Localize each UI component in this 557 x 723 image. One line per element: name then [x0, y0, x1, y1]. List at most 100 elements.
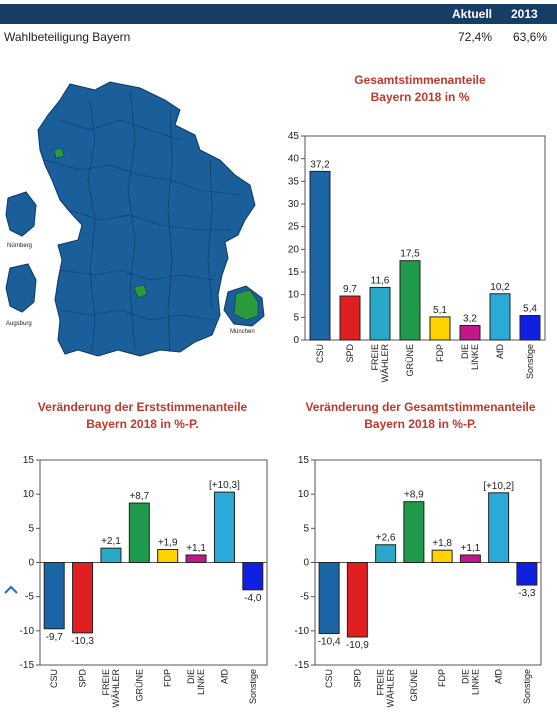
turnout-row: Wahlbeteiligung Bayern 72,4% 63,6%: [0, 28, 557, 46]
y-tick-label: -15: [20, 660, 35, 671]
data-label: 17,5: [400, 249, 420, 260]
x-tick-label: AfD: [495, 344, 505, 360]
x-tick-label-part: LINKE: [470, 344, 480, 370]
data-label: 3,2: [463, 313, 477, 324]
x-tick-label-part: WÄHLER: [380, 344, 390, 383]
bar: [459, 324, 481, 341]
y-tick-label: 35: [288, 176, 300, 187]
x-tick-label-part: FREIE: [376, 669, 386, 696]
chart-gesamt-title: Veränderung der Gesamtstimmenanteile Bay…: [288, 399, 553, 433]
bar: [100, 547, 122, 564]
x-tick-label-part: Sonstige: [525, 344, 535, 379]
data-label: +1,1: [461, 543, 481, 554]
x-tick-label: Sonstige: [248, 669, 258, 704]
data-label: +2,6: [376, 533, 396, 544]
x-tick-label: FDP: [163, 669, 173, 687]
data-label: [+10,3]: [209, 480, 240, 491]
x-tick-label: GRÜNE: [405, 344, 415, 377]
x-tick-label-part: WÄHLER: [386, 669, 396, 708]
x-tick-label-part: FDP: [435, 344, 445, 362]
chart-total-title: Gesamtstimmenanteile Bayern 2018 in %: [290, 72, 550, 106]
data-label: -3,3: [518, 588, 536, 599]
x-tick-label-part: LINKE: [196, 669, 206, 695]
map-inset-augsburg[interactable]: [5, 263, 37, 313]
x-tick-label-part: LINKE: [470, 669, 480, 695]
x-tick-label-part: SPD: [78, 669, 88, 688]
x-tick-label: DIELINKE: [186, 669, 206, 695]
y-tick-label: 20: [288, 244, 300, 255]
bar: [399, 260, 421, 341]
x-tick-label-part: FDP: [163, 669, 173, 687]
x-tick-label-part: Sonstige: [522, 669, 532, 704]
x-tick-label-part: CSU: [49, 669, 59, 688]
x-tick-label-part: GRÜNE: [405, 344, 415, 377]
data-label: -10,3: [71, 636, 94, 647]
x-tick-label: Sonstige: [525, 344, 535, 379]
x-tick-label-part: DIE: [460, 669, 470, 684]
chart-total-title-line1: Gesamtstimmenanteile: [354, 73, 486, 87]
bar: [429, 316, 451, 341]
x-tick-label: DIELINKE: [460, 669, 480, 695]
map-inset-nuernberg[interactable]: [5, 191, 37, 237]
y-tick-label: -5: [25, 592, 34, 603]
turnout-label: Wahlbeteiligung Bayern: [4, 30, 131, 44]
results-header-bar: Aktuell 2013: [0, 4, 557, 24]
plot-frame: [304, 135, 546, 341]
y-tick-label: 15: [298, 455, 310, 466]
y-tick-label: 40: [288, 154, 300, 165]
x-tick-label-part: SPD: [352, 669, 362, 688]
y-tick-label: 10: [298, 489, 310, 500]
y-tick-label: 5: [293, 312, 299, 323]
bar: [488, 492, 510, 563]
x-tick-label-part: AfD: [495, 344, 505, 360]
y-tick-label: 45: [288, 131, 300, 142]
map-region-gruene-center[interactable]: [133, 284, 148, 299]
bar: [318, 562, 340, 635]
scroll-up-chevron-icon[interactable]: [4, 585, 18, 595]
data-label: -10,9: [346, 640, 369, 651]
data-label: -10,4: [318, 637, 341, 648]
x-tick-label-part: DIE: [460, 344, 470, 359]
y-tick-label: -15: [295, 660, 310, 671]
x-tick-label-part: Sonstige: [248, 669, 258, 704]
x-tick-label: GRÜNE: [134, 669, 144, 702]
x-tick-label: SPD: [78, 669, 88, 688]
y-tick-label: -10: [295, 626, 310, 637]
bar: [519, 315, 541, 341]
map-label-muenchen: München: [230, 329, 255, 335]
bar: [375, 544, 397, 564]
map-region-gruene-north[interactable]: [53, 147, 65, 159]
header-previous-label: 2013: [511, 7, 538, 21]
x-tick-label: SPD: [345, 344, 355, 363]
bavaria-constituency-map[interactable]: Nürnberg Augsburg München: [0, 80, 270, 365]
chart-erst-title-line1: Veränderung der Erststimmenanteile: [37, 400, 248, 414]
bar: [128, 502, 150, 563]
x-tick-label-part: AfD: [219, 669, 229, 685]
chart-gesamt-title-line2: Bayern 2018 in %-P.: [364, 417, 477, 431]
x-tick-label: FREIEWÄHLER: [370, 344, 390, 383]
x-tick-label-part: AfD: [494, 669, 504, 685]
chart-erst-title-line2: Bayern 2018 in %-P.: [86, 417, 199, 431]
bar: [185, 554, 207, 564]
data-label: +8,7: [129, 491, 149, 502]
map-label-nuernberg: Nürnberg: [7, 243, 32, 249]
turnout-current: 72,4%: [458, 30, 493, 44]
y-tick-label: -5: [300, 592, 309, 603]
y-tick-label: 15: [23, 455, 35, 466]
x-tick-label-part: WÄHLER: [111, 669, 121, 708]
map-inset-muenchen-gruene[interactable]: [233, 289, 259, 321]
x-tick-label: Sonstige: [522, 669, 532, 704]
data-label: 37,2: [310, 159, 330, 170]
x-tick-label-part: FREIE: [101, 669, 111, 696]
y-tick-label: 0: [303, 558, 309, 569]
bar: [213, 491, 235, 563]
header-current-label: Aktuell: [452, 7, 493, 21]
x-tick-label-part: FDP: [437, 669, 447, 687]
bar: [157, 549, 179, 563]
y-tick-label: 10: [23, 489, 35, 500]
x-tick-label: FREIEWÄHLER: [376, 669, 396, 708]
bar: [339, 295, 361, 341]
